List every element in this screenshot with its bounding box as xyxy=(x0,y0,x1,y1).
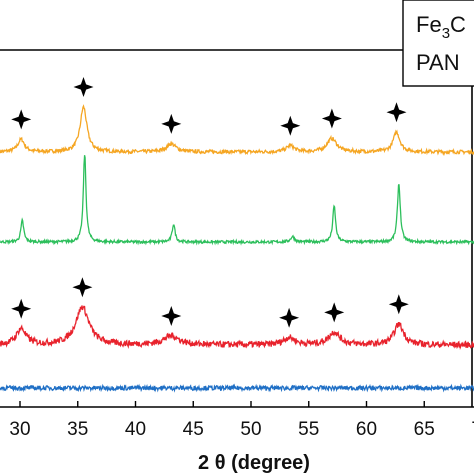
x-axis-title: 2 θ (degree) xyxy=(198,452,310,474)
series-line-3 xyxy=(0,305,474,350)
x-tick-label-50: 50 xyxy=(240,419,261,440)
x-tick-label-40: 40 xyxy=(125,419,146,440)
peak-marker-star-1-3 xyxy=(161,113,182,134)
legend-label-pan: PAN xyxy=(416,50,460,75)
marker-layer xyxy=(11,77,409,328)
legend-box xyxy=(402,0,474,87)
x-tick-label-35: 35 xyxy=(67,419,88,440)
x-tick-label-60: 60 xyxy=(356,419,377,440)
peak-marker-star-3-3 xyxy=(161,306,182,326)
x-tick-label-45: 45 xyxy=(183,419,204,440)
x-tick-label-55: 55 xyxy=(298,419,319,440)
peak-marker-star-1-5 xyxy=(321,108,342,129)
peak-marker-star-3-6 xyxy=(388,294,409,315)
legend-label-fe3c-rest: C xyxy=(450,12,466,37)
peak-marker-star-3-1 xyxy=(11,298,32,319)
x-axis: 30 35 40 45 50 55 60 65 70 xyxy=(9,401,474,440)
series-line-4 xyxy=(0,383,474,393)
peak-marker-star-1-1 xyxy=(11,109,32,130)
peak-marker-star-1-2 xyxy=(73,77,94,97)
peak-marker-star-3-2 xyxy=(72,277,93,298)
series-line-2 xyxy=(0,155,474,246)
legend-label-fe3c-sub: 3 xyxy=(442,25,450,42)
peak-marker-star-1-4 xyxy=(280,115,301,136)
x-tick-label-30: 30 xyxy=(9,419,30,440)
x-tick-label-70: 70 xyxy=(471,419,474,440)
series-line-1 xyxy=(0,104,474,156)
series-layer xyxy=(0,104,474,393)
peak-marker-star-1-6 xyxy=(386,102,407,123)
peak-marker-star-3-5 xyxy=(324,302,345,323)
x-tick-label-65: 65 xyxy=(414,419,435,440)
peak-marker-star-3-4 xyxy=(279,307,300,328)
